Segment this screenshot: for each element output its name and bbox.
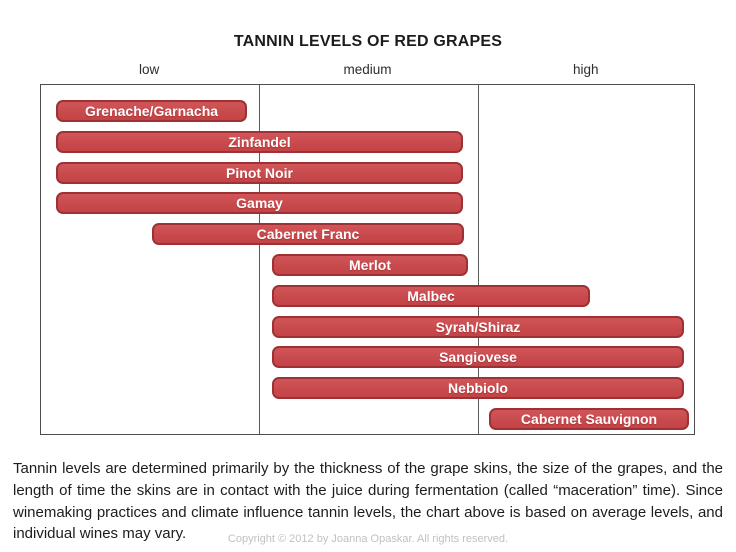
- bar-zinfandel: Zinfandel: [56, 131, 463, 153]
- bar-gamay: Gamay: [56, 192, 463, 214]
- bar-label-syrah-shiraz: Syrah/Shiraz: [435, 319, 521, 335]
- bar-label-merlot: Merlot: [349, 257, 391, 273]
- bar-label-zinfandel: Zinfandel: [228, 134, 291, 150]
- description-text: Tannin levels are determined primarily b…: [13, 460, 723, 543]
- tannin-axis-labels: low medium high: [40, 62, 695, 77]
- axis-label-high: high: [573, 62, 599, 77]
- bar-malbec: Malbec: [272, 285, 590, 307]
- chart-title: TANNIN LEVELS OF RED GRAPES: [233, 33, 503, 50]
- bar-label-nebbiolo: Nebbiolo: [448, 380, 508, 396]
- bar-label-malbec: Malbec: [407, 288, 455, 304]
- chart-plot-area: Grenache/Garnacha Zinfandel Pinot Noir Gama…: [40, 84, 695, 435]
- bar-pinot-noir: Pinot Noir: [56, 162, 463, 184]
- axis-label-low: low: [139, 62, 160, 77]
- bar-label-sangiovese: Sangiovese: [439, 349, 517, 365]
- bar-cabernet-franc: Cabernet Franc: [152, 223, 464, 245]
- bar-cabernet-sauvignon: Cabernet Sauvignon: [489, 408, 689, 430]
- axis-label-medium: medium: [343, 62, 392, 77]
- bar-label-cabernet-sauvignon: Cabernet Sauvignon: [520, 411, 658, 427]
- bar-label-grenache-garnacha: Grenache/Garnacha: [84, 103, 219, 119]
- bar-syrah-shiraz: Syrah/Shiraz: [272, 316, 684, 338]
- bar-nebbiolo: Nebbiolo: [272, 377, 684, 399]
- section-divider-line: [259, 85, 260, 434]
- bar-merlot: Merlot: [272, 254, 468, 276]
- bar-sangiovese: Sangiovese: [272, 346, 684, 368]
- copyright-text: Copyright © 2012 by Joanna Opaskar. All …: [227, 533, 509, 545]
- bar-grenache-garnacha: Grenache/Garnacha: [56, 100, 247, 122]
- bar-label-cabernet-franc: Cabernet Franc: [256, 226, 360, 242]
- bar-label-gamay: Gamay: [236, 195, 283, 211]
- section-divider-line: [478, 85, 479, 434]
- bar-label-pinot-noir: Pinot Noir: [226, 165, 293, 181]
